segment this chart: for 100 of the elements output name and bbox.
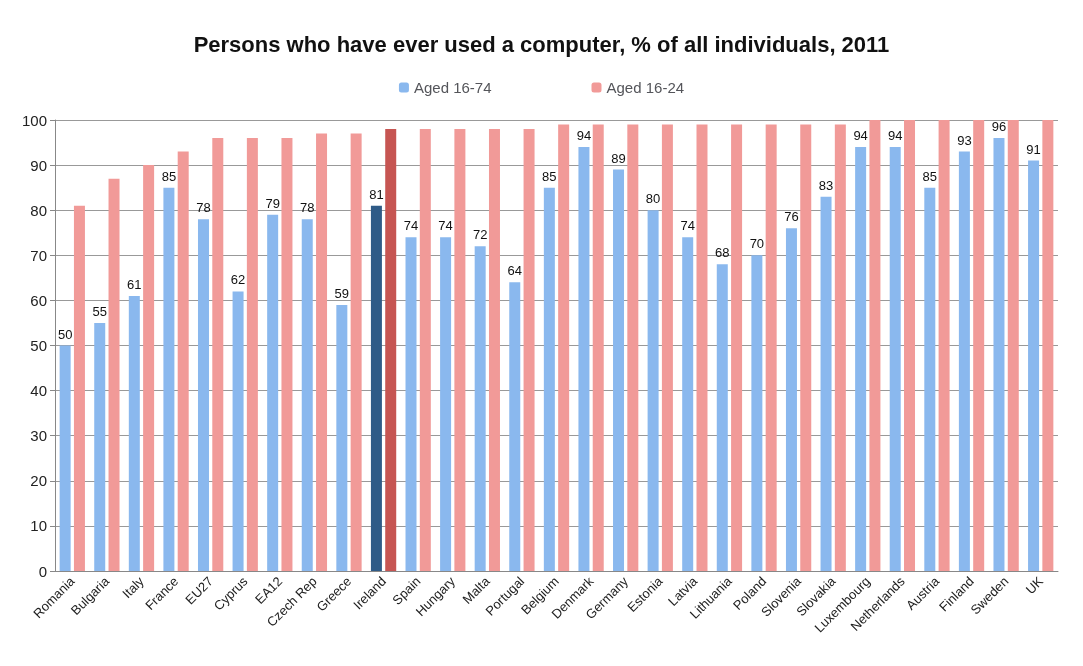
y-tick-label: 90	[30, 156, 47, 174]
bar	[440, 237, 452, 571]
bar	[197, 219, 209, 571]
bar	[232, 291, 244, 571]
bar	[973, 120, 985, 571]
bar	[177, 151, 189, 571]
y-tick-label: 0	[38, 562, 47, 580]
bar	[696, 124, 708, 571]
bar	[889, 147, 901, 571]
bar	[73, 205, 85, 571]
bar	[578, 147, 590, 571]
bar	[592, 124, 604, 571]
legend-label: Aged 16-74	[413, 79, 492, 96]
bar	[370, 205, 382, 571]
bar	[1042, 120, 1054, 571]
bar	[509, 282, 521, 571]
y-tick-label: 50	[30, 337, 47, 354]
y-tick-label: 80	[30, 201, 47, 219]
data-label: 64	[507, 263, 522, 279]
bar	[613, 169, 625, 571]
data-label: 85	[922, 168, 938, 184]
y-tick-label: 10	[30, 517, 47, 535]
data-label: 72	[472, 227, 488, 243]
data-label: 79	[265, 195, 280, 211]
bar	[94, 322, 106, 571]
bar	[765, 124, 777, 571]
bar	[834, 124, 846, 571]
data-label: 85	[161, 168, 177, 184]
data-label: 94	[887, 128, 903, 144]
bar	[316, 133, 328, 571]
bar	[661, 124, 673, 571]
data-label: 76	[784, 209, 799, 225]
bar	[419, 129, 431, 571]
data-label: 96	[991, 119, 1007, 135]
data-label: 94	[853, 128, 868, 144]
bar	[904, 120, 916, 571]
x-tick-label: UK	[1022, 573, 1047, 598]
bar	[350, 133, 362, 571]
data-label: 91	[1026, 141, 1041, 157]
data-label: 61	[127, 276, 142, 292]
x-tick-label: Italy	[119, 573, 148, 602]
bar	[800, 124, 812, 571]
bar	[855, 147, 867, 571]
bar	[474, 246, 486, 571]
data-label: 78	[300, 200, 315, 216]
bar	[820, 196, 832, 571]
bar	[543, 187, 555, 571]
data-label: 81	[369, 186, 384, 202]
bar	[143, 165, 155, 571]
legend-label: Aged 16-24	[606, 79, 685, 96]
bar	[246, 138, 258, 571]
data-label: 85	[542, 168, 557, 184]
bar	[59, 345, 71, 571]
bar	[336, 304, 348, 571]
bar	[301, 219, 313, 571]
bar	[1007, 120, 1019, 571]
y-tick-label: 30	[30, 427, 47, 445]
bar	[128, 295, 140, 571]
data-label: 83	[818, 177, 834, 193]
bar	[1028, 160, 1040, 571]
y-tick-label: 20	[30, 472, 47, 490]
bar	[731, 124, 743, 571]
data-label: 70	[749, 236, 765, 252]
y-tick-label: 60	[30, 291, 47, 309]
data-label: 80	[645, 191, 661, 207]
y-tick-label: 40	[30, 382, 47, 400]
bar	[108, 178, 120, 571]
bar	[993, 138, 1005, 571]
data-label: 94	[576, 128, 592, 144]
data-label: 93	[957, 132, 972, 148]
data-label: 74	[680, 218, 695, 234]
bar	[958, 151, 970, 571]
data-label: 74	[403, 218, 419, 234]
bar	[682, 237, 694, 571]
data-label: 59	[334, 285, 350, 301]
data-label: 55	[92, 303, 107, 319]
bar	[751, 255, 763, 571]
y-tick-label: 70	[30, 246, 47, 264]
bar	[163, 187, 175, 571]
bar	[647, 210, 659, 571]
bar	[405, 237, 417, 571]
bar	[523, 129, 535, 571]
bar	[558, 124, 570, 571]
bar	[869, 120, 881, 571]
bar	[454, 129, 466, 571]
bar	[488, 129, 500, 571]
data-label: 78	[196, 200, 211, 216]
chart-title: Persons who have ever used a computer, % of all individuals, 2011	[193, 31, 890, 57]
y-tick-label: 100	[21, 111, 47, 129]
bar	[938, 120, 950, 571]
bar	[212, 138, 224, 571]
data-label: 62	[230, 272, 246, 288]
bar	[924, 187, 936, 571]
data-label: 74	[438, 218, 453, 234]
bar	[267, 214, 279, 571]
bar	[785, 228, 797, 571]
bar	[716, 264, 728, 571]
data-label: 68	[715, 245, 730, 261]
bar	[385, 129, 397, 571]
data-label: 89	[611, 150, 626, 166]
